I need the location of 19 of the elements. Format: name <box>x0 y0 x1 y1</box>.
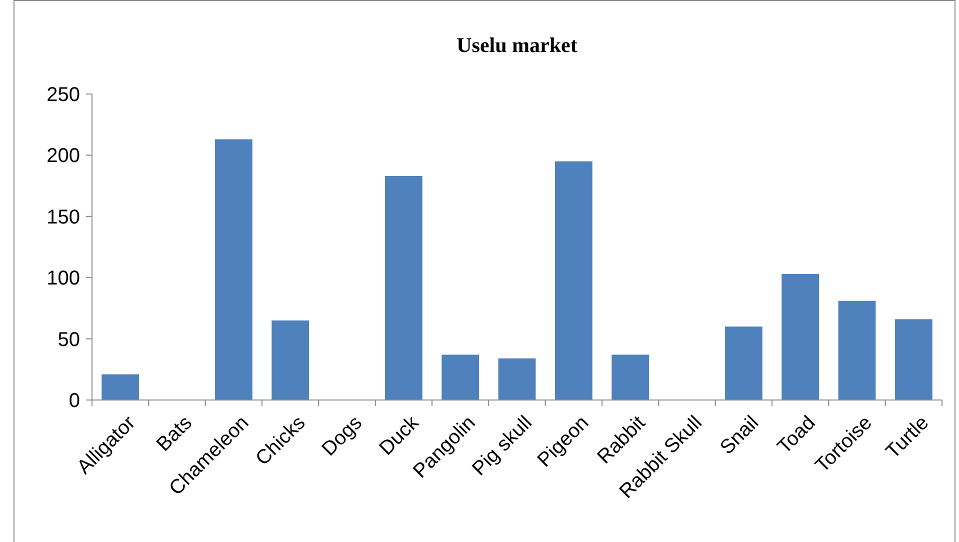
y-tick-label: 150 <box>46 206 80 228</box>
bar <box>442 354 480 400</box>
y-tick-label: 200 <box>46 145 80 168</box>
y-tick-label: 250 <box>46 84 80 106</box>
bar <box>724 326 762 400</box>
bar <box>554 161 592 400</box>
bar <box>214 139 252 400</box>
y-tick-label: 0 <box>68 390 80 412</box>
y-tick-label: 50 <box>58 328 80 351</box>
bar <box>838 300 876 400</box>
bar <box>498 358 536 400</box>
y-tick-label: 100 <box>46 268 80 290</box>
bar <box>782 274 820 400</box>
chart-title: Uselu market <box>456 33 578 57</box>
bar <box>384 176 422 400</box>
bar <box>894 319 932 400</box>
bar <box>272 320 310 400</box>
bar <box>612 354 650 400</box>
bar <box>102 374 140 400</box>
